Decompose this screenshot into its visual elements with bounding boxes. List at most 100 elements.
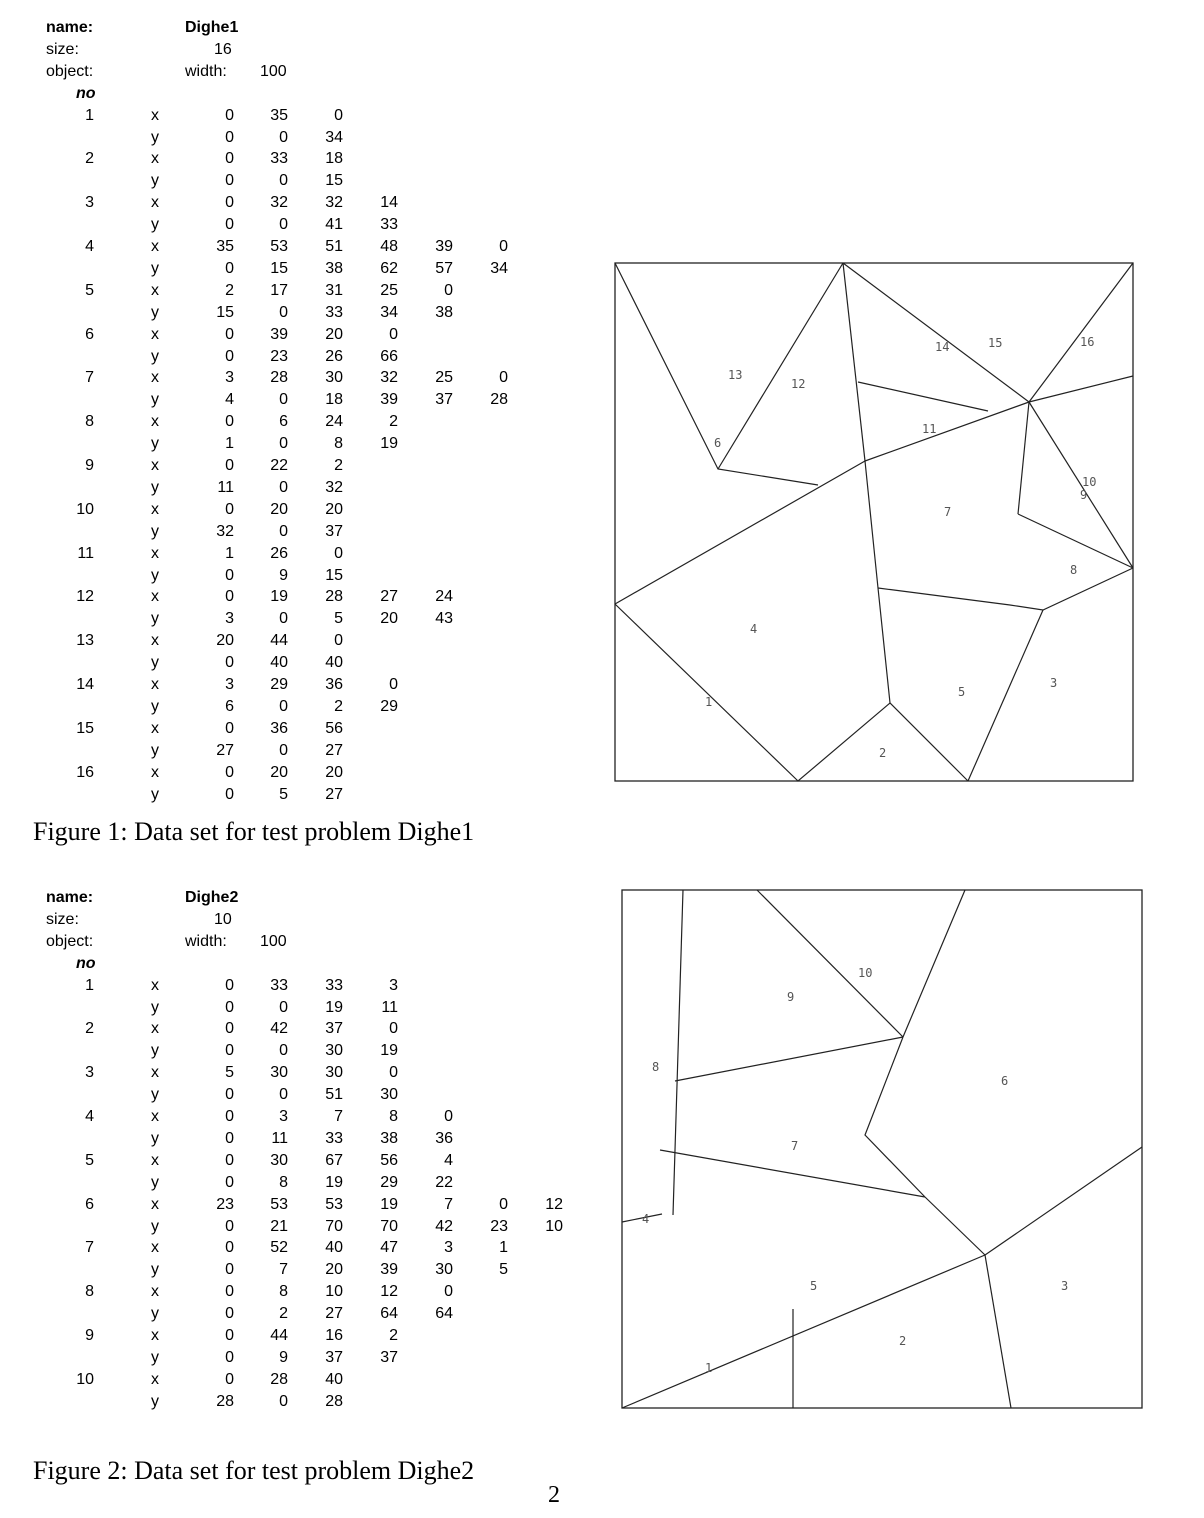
size-label: size: [46, 40, 79, 58]
coordinate-cell: 0 [444, 281, 453, 299]
figure-caption-1: Figure 1: Data set for test problem Digh… [33, 817, 475, 846]
coordinate-cell: 0 [225, 785, 234, 803]
coordinate-cell: 28 [270, 369, 288, 387]
piece-label: 4 [642, 1212, 649, 1226]
coordinate-cell: 18 [325, 150, 343, 168]
table-row: y 0 21 70 70 42 23 10 [0, 1217, 600, 1237]
axis-label: x [151, 1108, 159, 1125]
axis-label: y [151, 1217, 159, 1235]
axis-label: y [151, 1305, 159, 1323]
table-row: 7 x 0 52 40 47 3 1 [0, 1238, 600, 1258]
piece-number: 3 [85, 1064, 94, 1082]
coordinate-cell: 1 [499, 1239, 508, 1257]
table-row: y 11 0 32 [0, 478, 600, 498]
coordinate-cell: 0 [279, 391, 288, 409]
axis-label: x [151, 763, 159, 781]
name-label: name: [46, 19, 94, 36]
table-row: y 0 15 38 62 57 34 [0, 259, 600, 279]
coordinate-cell: 2 [334, 697, 343, 715]
coordinate-cell: 2 [389, 413, 398, 431]
piece-number: 8 [85, 413, 94, 431]
coordinate-cell: 51 [325, 238, 343, 255]
table-row: 5 x 0 30 67 56 4 [0, 1151, 600, 1171]
coordinate-cell: 15 [325, 172, 343, 190]
coordinate-cell: 14 [380, 194, 398, 212]
coordinate-cell: 0 [279, 522, 288, 540]
coordinate-cell: 20 [216, 632, 234, 650]
table-row: 9 x 0 22 2 [0, 456, 600, 476]
coordinate-cell: 5 [225, 1064, 234, 1082]
axis-label: x [151, 500, 159, 518]
piece-number: 5 [85, 281, 94, 299]
piece-edge [842, 262, 866, 462]
coordinate-cell: 37 [325, 1348, 343, 1366]
coordinate-cell: 11 [381, 998, 398, 1016]
table-row: 2 x 0 33 18 [0, 149, 600, 169]
coordinate-cell: 33 [325, 303, 343, 321]
coordinate-cell: 0 [279, 478, 288, 496]
coordinate-cell: 20 [325, 763, 343, 781]
piece-edge [672, 889, 684, 1216]
table-row: 6 x 23 53 53 19 7 0 12 [0, 1195, 600, 1215]
coordinate-cell: 0 [225, 500, 234, 518]
coordinate-cell: 20 [270, 763, 288, 781]
layout-diagram-dighe2: 1 2 3 4 5 6 7 8 9 10 [621, 889, 1143, 1409]
dataset-size: 10 [214, 910, 232, 928]
piece-number: 4 [85, 238, 94, 255]
page-number: 2 [548, 1482, 560, 1508]
dataset-size: 16 [214, 40, 232, 58]
piece-label: 7 [944, 505, 951, 519]
coordinate-cell: 0 [225, 106, 234, 124]
coordinate-cell: 37 [325, 522, 343, 540]
coordinate-cell: 39 [380, 1261, 398, 1279]
coordinate-cell: 27 [325, 785, 343, 803]
coordinate-cell: 44 [270, 1327, 288, 1344]
piece-number: 8 [85, 1283, 94, 1301]
coordinate-cell: 0 [225, 150, 234, 168]
axis-label: y [151, 1261, 159, 1279]
coordinate-cell: 0 [225, 763, 234, 781]
axis-label: y [151, 1392, 159, 1410]
coordinate-cell: 8 [279, 1283, 288, 1301]
axis-label: x [151, 588, 159, 606]
coordinate-cell: 43 [435, 610, 453, 628]
width-label: width: [185, 932, 227, 950]
table-row: 2 x 0 42 37 0 [0, 1019, 600, 1039]
coordinate-cell: 23 [270, 347, 288, 365]
coordinate-cell: 40 [270, 654, 288, 672]
coordinate-cell: 32 [216, 522, 234, 540]
table-row: y 3 0 5 20 43 [0, 609, 600, 629]
coordinate-cell: 0 [225, 347, 234, 365]
coordinate-cell: 25 [435, 369, 453, 387]
coordinate-cell: 0 [334, 632, 343, 650]
piece-number: 10 [76, 500, 94, 518]
axis-label: y [151, 785, 159, 803]
coordinate-cell: 3 [444, 1239, 453, 1257]
coordinate-cell: 0 [334, 106, 343, 124]
coordinate-cell: 19 [380, 1042, 398, 1060]
axis-label: y [151, 1173, 159, 1191]
size-label: size: [46, 910, 79, 928]
coordinate-cell: 28 [325, 588, 343, 606]
coordinate-cell: 0 [225, 998, 234, 1016]
coordinate-cell: 0 [279, 998, 288, 1016]
table-row: 10 x 0 20 20 [0, 500, 600, 520]
coordinate-cell: 28 [325, 1392, 343, 1410]
piece-number: 10 [76, 1370, 94, 1388]
piece-number: 1 [85, 106, 94, 124]
piece-edge [756, 889, 904, 1038]
axis-label: y [151, 435, 159, 453]
coordinate-cell: 30 [325, 1042, 343, 1060]
piece-number: 16 [76, 763, 94, 781]
axis-label: x [151, 1195, 159, 1213]
coordinate-cell: 27 [380, 588, 398, 606]
name-label: name: [46, 889, 94, 906]
table-row: y 0 11 33 38 36 [0, 1129, 600, 1149]
piece-number: 4 [85, 1108, 94, 1125]
coordinate-cell: 37 [380, 1348, 398, 1366]
piece-label: 6 [714, 436, 721, 450]
piece-label: 9 [787, 990, 794, 1004]
axis-label: x [151, 369, 159, 387]
coordinate-cell: 11 [271, 1129, 288, 1147]
piece-number: 3 [85, 194, 94, 212]
